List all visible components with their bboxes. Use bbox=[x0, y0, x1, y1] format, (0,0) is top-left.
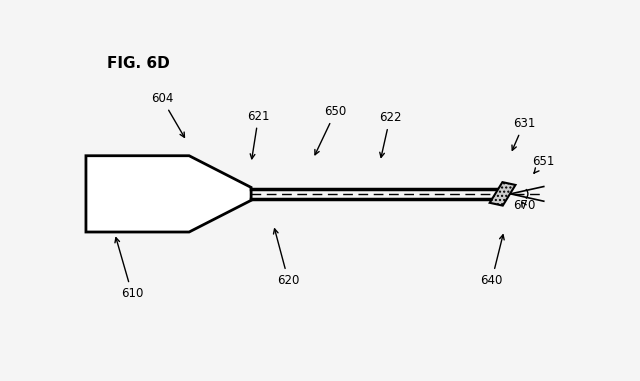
Text: 621: 621 bbox=[247, 110, 270, 159]
Text: 604: 604 bbox=[150, 92, 184, 137]
Text: 670: 670 bbox=[513, 199, 535, 212]
Text: 640: 640 bbox=[481, 235, 504, 287]
Text: 631: 631 bbox=[512, 117, 535, 150]
Text: 651: 651 bbox=[532, 155, 555, 173]
Text: 622: 622 bbox=[379, 111, 401, 157]
Polygon shape bbox=[86, 156, 251, 232]
Text: FIG. 6D: FIG. 6D bbox=[108, 56, 170, 71]
Text: 620: 620 bbox=[273, 229, 300, 287]
Text: 610: 610 bbox=[115, 238, 143, 300]
Text: 650: 650 bbox=[315, 105, 347, 155]
Polygon shape bbox=[490, 182, 515, 206]
